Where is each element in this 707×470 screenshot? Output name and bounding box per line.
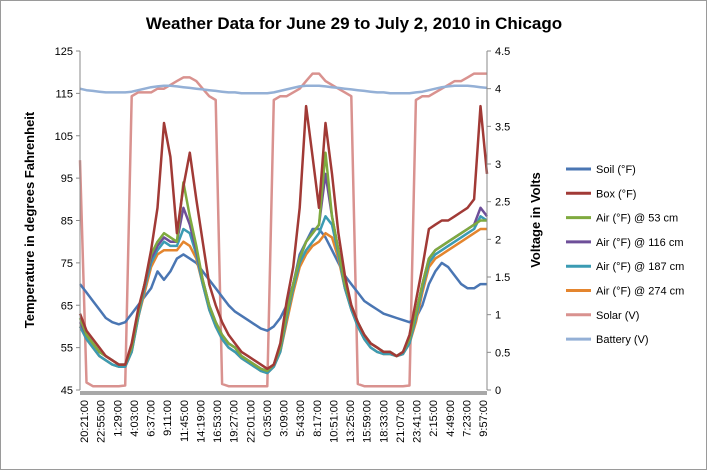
y-tick-label: 115: [55, 88, 73, 100]
y2-tick-label: 4.5: [495, 46, 510, 58]
chart-title: Weather Data for June 29 to July 2, 2010…: [146, 14, 562, 33]
y2-tick-label: 0.5: [495, 347, 510, 359]
series-line: [78, 72, 487, 388]
x-tick-label: 0:35:00: [262, 400, 274, 437]
series-layer: [78, 72, 489, 388]
y-tick-label: 95: [61, 173, 73, 185]
y2-axis-ticks: 0 0.5 1 1.5 2 2.5 3 3.5 4 4.5: [487, 46, 510, 397]
legend-label: Box (°F): [596, 188, 636, 200]
x-axis-floor: [80, 391, 487, 395]
y2-tick-label: 3.5: [495, 121, 510, 133]
x-tick-label: 13:25:00: [345, 400, 357, 443]
y2-tick-label: 2.5: [495, 197, 510, 209]
x-tick-label: 4:03:00: [129, 400, 141, 437]
y-tick-label: 45: [61, 385, 73, 397]
x-tick-label: 6:37:00: [146, 400, 158, 437]
legend-label: Air (°F) @ 116 cm: [596, 237, 683, 249]
x-tick-label: 10:51:00: [328, 400, 340, 443]
legend-label: Air (°F) @ 53 cm: [596, 213, 678, 225]
x-tick-label: 3:09:00: [279, 400, 291, 437]
x-tick-label: 9:57:00: [478, 400, 490, 437]
x-tick-label: 15:59:00: [362, 400, 374, 443]
y-tick-label: 55: [61, 343, 73, 355]
y2-tick-label: 2: [495, 234, 501, 246]
legend-label: Soil (°F): [596, 164, 636, 176]
y2-tick-label: 4: [495, 84, 501, 96]
x-tick-label: 20:21:00: [79, 400, 91, 443]
x-tick-label: 8:17:00: [312, 400, 324, 437]
x-tick-label: 9:11:00: [162, 400, 174, 436]
legend-label: Battery (V): [596, 334, 649, 346]
x-axis-ticks: 20:21:00 22:55:00 1:29:00 4:03:00 6:37:00 9:1…: [79, 400, 490, 443]
legend: Soil (°F) Box (°F) Air (°F) @ 53 cm Air (°F…: [566, 164, 684, 346]
x-tick-label: 18:33:00: [378, 400, 390, 443]
y2-axis-title: Voltage in Volts: [528, 172, 543, 268]
y-tick-label: 65: [61, 300, 73, 312]
y-tick-label: 125: [55, 46, 73, 58]
y2-tick-label: 3: [495, 159, 501, 171]
x-tick-label: 16:53:00: [212, 400, 224, 443]
x-tick-label: 23:41:00: [412, 400, 424, 443]
y-axis-ticks: 45 55 65 75 85 95 105 115 125: [55, 46, 80, 397]
x-tick-label: 19:27:00: [229, 400, 241, 443]
y2-tick-label: 0: [495, 385, 501, 397]
x-tick-label: 2:15:00: [428, 400, 440, 437]
legend-label: Solar (V): [596, 310, 639, 322]
series-line: [78, 104, 489, 371]
y2-tick-label: 1.5: [495, 272, 510, 284]
y-axis-title: Temperature in degrees Fahrenheit: [22, 111, 37, 328]
y2-tick-label: 1: [495, 310, 501, 322]
x-tick-label: 21:07:00: [395, 400, 407, 443]
x-tick-label: 5:43:00: [295, 400, 307, 437]
x-tick-label: 4:49:00: [445, 400, 457, 437]
legend-label: Air (°F) @ 274 cm: [596, 286, 684, 298]
y-tick-label: 85: [61, 216, 73, 228]
legend-label: Air (°F) @ 187 cm: [596, 261, 684, 273]
x-tick-label: 22:01:00: [245, 400, 257, 443]
x-tick-label: 7:23:00: [461, 400, 473, 437]
y-tick-label: 105: [55, 131, 73, 143]
x-tick-label: 11:45:00: [179, 400, 191, 442]
x-tick-label: 14:19:00: [195, 400, 207, 443]
x-tick-label: 22:55:00: [96, 400, 108, 443]
series-line: [79, 84, 488, 95]
y-tick-label: 75: [61, 258, 73, 270]
x-tick-label: 1:29:00: [112, 400, 124, 437]
